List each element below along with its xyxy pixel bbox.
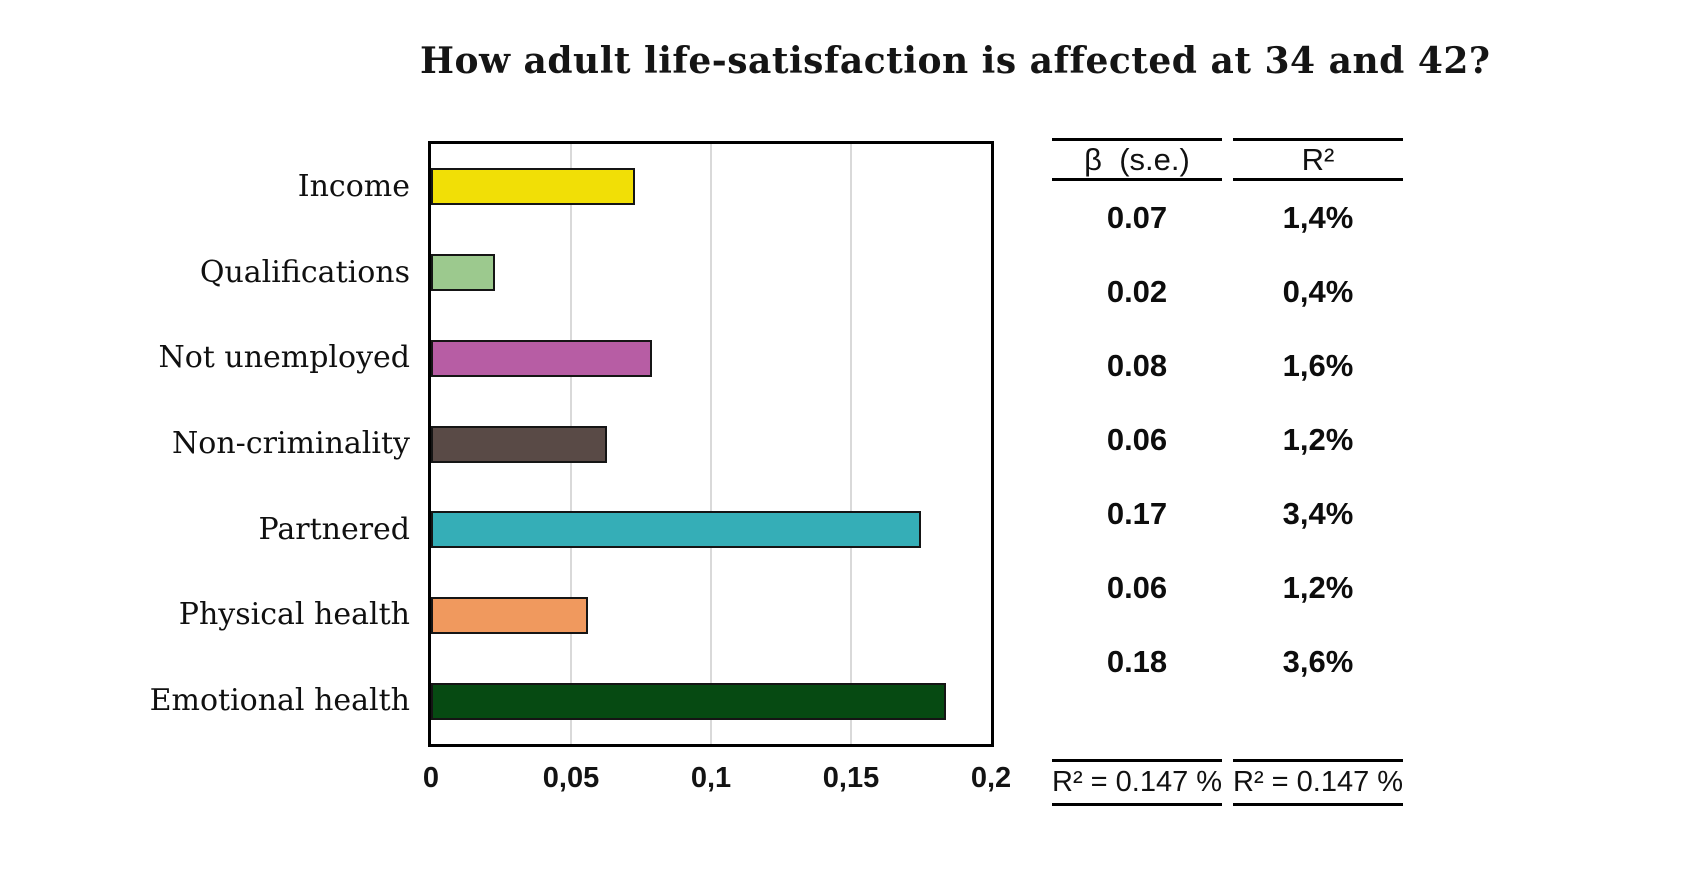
- r2-value: 0,4%: [1282, 274, 1354, 309]
- r2-value: 1,2%: [1282, 422, 1354, 457]
- category-label: Partnered: [258, 511, 411, 547]
- beta-column-header: β (s.e.): [1052, 138, 1222, 181]
- category-label: Qualifications: [199, 254, 410, 290]
- plot-area: [428, 141, 994, 747]
- category-labels: Income Qualifications Not unemployed Non-cr…: [30, 144, 410, 744]
- x-tick-label: 0,05: [542, 762, 600, 794]
- beta-value: 0.17: [1106, 496, 1168, 531]
- beta-value: 0.02: [1106, 274, 1168, 309]
- bar-emotional-health: [431, 682, 947, 720]
- beta-value: 0.08: [1106, 348, 1168, 383]
- category-label: Income: [297, 168, 410, 204]
- gridline: [850, 144, 852, 744]
- x-tick-label: 0: [422, 762, 440, 794]
- r2-value: 1,4%: [1282, 200, 1354, 235]
- beta-column-footer: R² = 0.147 %: [1052, 759, 1222, 806]
- r2-value: 1,2%: [1282, 570, 1354, 605]
- category-label: Not unemployed: [158, 340, 410, 376]
- x-axis-tick-labels: 0 0,05 0,1 0,15 0,2: [423, 760, 1011, 796]
- x-tick-label: 0,15: [822, 762, 880, 794]
- r2-value: 1,6%: [1282, 348, 1354, 383]
- category-label: Non-criminality: [172, 426, 410, 461]
- chart-title: How adult life-satisfaction is affected …: [420, 40, 1491, 82]
- x-tick-label: 0,1: [690, 762, 732, 794]
- beta-value: 0.06: [1106, 422, 1168, 457]
- beta-value: 0.18: [1106, 644, 1168, 679]
- beta-value: 0.06: [1106, 570, 1168, 605]
- bar-non-criminality: [431, 425, 608, 463]
- beta-value: 0.07: [1106, 200, 1168, 235]
- x-tick-label: 0,2: [970, 762, 1012, 794]
- r2-value: 3,4%: [1282, 496, 1354, 531]
- bar-partnered: [431, 511, 921, 549]
- r2-column-header: R²: [1233, 138, 1403, 181]
- category-label: Emotional health: [149, 683, 410, 719]
- category-label: Physical health: [178, 597, 410, 633]
- bar-physical-health: [431, 596, 588, 634]
- bar-qualifications: [431, 254, 496, 292]
- bar-not-unemployed: [431, 339, 653, 377]
- gridline: [710, 144, 712, 744]
- r2-column-footer: R² = 0.147 %: [1233, 759, 1403, 806]
- r2-value: 3,6%: [1282, 644, 1354, 679]
- bar-income: [431, 168, 636, 206]
